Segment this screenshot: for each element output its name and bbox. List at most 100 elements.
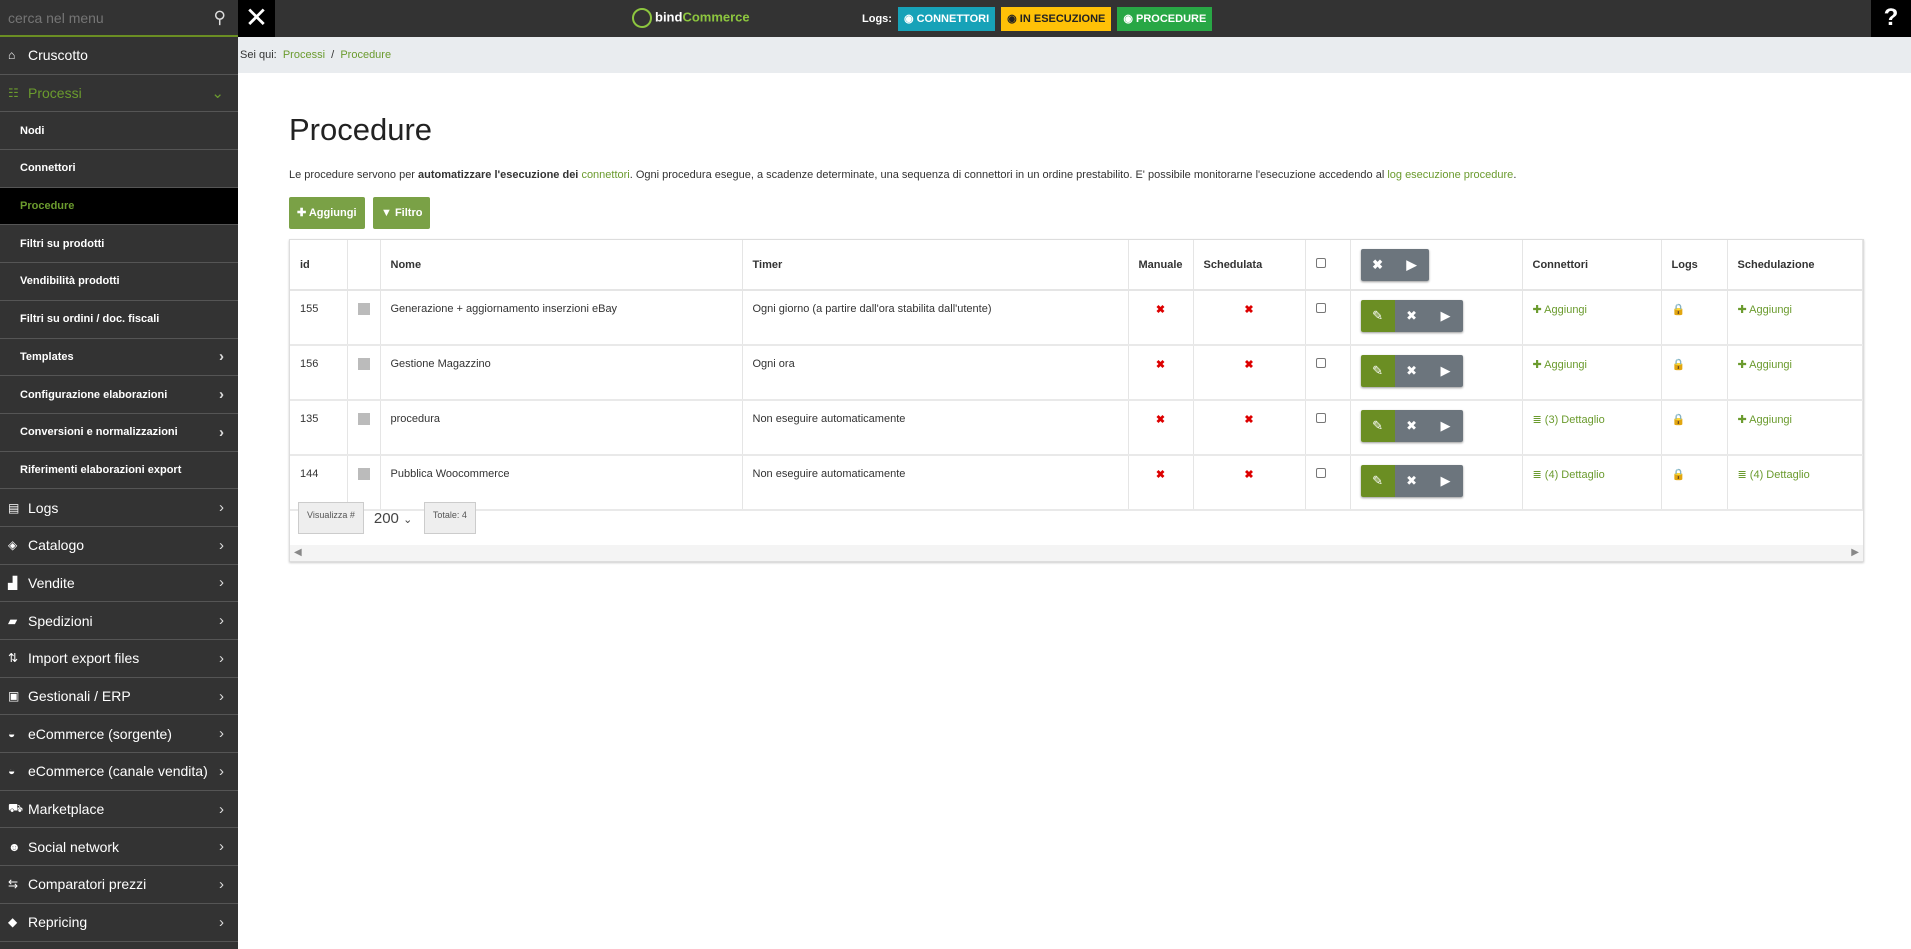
table-cell: Generazione + aggiornamento inserzioni e… bbox=[380, 290, 743, 346]
sidebar-item-filtri-su-prodotti[interactable]: Filtri su prodotti bbox=[0, 225, 238, 264]
scroll-left-icon[interactable]: ◀ bbox=[294, 547, 302, 558]
schedulazione-link[interactable]: ✚ Aggiungi bbox=[1737, 359, 1792, 371]
edit-icon[interactable]: ✎ bbox=[1360, 355, 1395, 387]
play-icon[interactable]: ▶ bbox=[1428, 465, 1463, 497]
chevron-right-icon: › bbox=[219, 838, 224, 856]
schedulazione-link[interactable]: ✚ Aggiungi bbox=[1737, 304, 1792, 316]
delete-icon[interactable]: ✖ bbox=[1394, 410, 1429, 442]
sidebar-item-label: eCommerce (canale vendita) bbox=[28, 763, 208, 780]
row-timer: Non eseguire automaticamente bbox=[752, 468, 906, 480]
close-menu-button[interactable]: ✕ bbox=[238, 0, 275, 37]
sidebar: ⌂ Cruscotto ☷ Processi ⌄ Nodi Connettori Proced… bbox=[0, 37, 238, 949]
sidebar-item-logs[interactable]: ▤ Logs › bbox=[0, 489, 238, 527]
sidebar-item-templates[interactable]: Templates › bbox=[0, 339, 238, 377]
logo[interactable]: bindCommerce bbox=[632, 8, 750, 28]
log-button-in-esecuzione[interactable]: ◉ IN ESECUZIONE bbox=[1001, 7, 1112, 31]
row-checkbox[interactable] bbox=[1315, 303, 1326, 313]
add-button[interactable]: ✚ Aggiungi bbox=[289, 197, 365, 229]
row-checkbox[interactable] bbox=[1315, 468, 1326, 478]
sidebar-item-ecommerce-sorgente-[interactable]: ◒ eCommerce (sorgente) › bbox=[0, 715, 238, 754]
row-timer: Ogni giorno (a partire dall'ora stabilit… bbox=[752, 303, 992, 315]
select-all-checkbox[interactable] bbox=[1315, 258, 1326, 268]
row-checkbox[interactable] bbox=[1315, 413, 1326, 423]
lock-icon[interactable]: 🔒 bbox=[1671, 304, 1686, 316]
sidebar-item-gestionali-erp[interactable]: ▣ Gestionali / ERP › bbox=[0, 678, 238, 716]
table-cell bbox=[1305, 345, 1351, 401]
cube-icon: ◈ bbox=[8, 538, 18, 553]
sidebar-item-import-export-files[interactable]: ⇅ Import export files › bbox=[0, 640, 238, 678]
delete-icon[interactable]: ✖ bbox=[1394, 465, 1429, 497]
play-icon[interactable]: ▶ bbox=[1428, 355, 1463, 387]
lock-icon[interactable]: 🔒 bbox=[1671, 359, 1686, 371]
sidebar-item-configurazione-elaborazioni[interactable]: Configurazione elaborazioni › bbox=[0, 376, 238, 414]
filter-button[interactable]: ▼ Filtro bbox=[373, 197, 431, 229]
sidebar-item-cruscotto[interactable]: ⌂ Cruscotto bbox=[0, 37, 238, 75]
column-header: Manuale bbox=[1128, 240, 1194, 291]
home-icon: ⌂ bbox=[8, 48, 16, 63]
connettori-link[interactable]: ≣ (3) Dettaglio bbox=[1532, 414, 1605, 426]
play-icon[interactable]: ▶ bbox=[1428, 410, 1463, 442]
menu-search-input[interactable] bbox=[0, 0, 200, 35]
chevron-right-icon: › bbox=[219, 499, 224, 517]
connettori-link[interactable]: ✚ Aggiungi bbox=[1532, 304, 1587, 316]
connettori-link[interactable]: ≣ (4) Dettaglio bbox=[1532, 469, 1605, 481]
schedulazione-link[interactable]: ✚ Aggiungi bbox=[1737, 414, 1792, 426]
logo-text: bind bbox=[655, 9, 683, 25]
chevron-right-icon: › bbox=[219, 574, 224, 592]
sidebar-item-connettori[interactable]: Connettori bbox=[0, 150, 238, 188]
lock-icon[interactable]: 🔒 bbox=[1671, 414, 1686, 426]
column-header: Schedulazione bbox=[1727, 240, 1864, 291]
sidebar-item-repricing[interactable]: ◆ Repricing › bbox=[0, 904, 238, 942]
table-cell: 144 bbox=[290, 455, 348, 511]
row-timer: Non eseguire automaticamente bbox=[752, 413, 906, 425]
log-button-connettori[interactable]: ◉ CONNETTORI bbox=[897, 7, 996, 31]
sidebar-item-catalogo[interactable]: ◈ Catalogo › bbox=[0, 527, 238, 565]
table-cell bbox=[1305, 290, 1351, 346]
play-icon[interactable]: ▶ bbox=[1394, 248, 1429, 281]
sidebar-item-spedizioni[interactable]: ▰ Spedizioni › bbox=[0, 602, 238, 640]
sidebar-item-label: Configurazione elaborazioni bbox=[20, 388, 168, 401]
play-icon[interactable]: ▶ bbox=[1428, 300, 1463, 332]
page-size-select[interactable]: 200 ⌄ bbox=[364, 502, 424, 534]
connettori-link[interactable]: connettori bbox=[581, 169, 630, 181]
sidebar-item-conversioni-e-normalizzazioni[interactable]: Conversioni e normalizzazioni › bbox=[0, 414, 238, 452]
table-cell: ✎ ✖ ▶ bbox=[1350, 400, 1523, 456]
search-icon[interactable]: ⚲ bbox=[213, 8, 226, 27]
sidebar-item-nodi[interactable]: Nodi bbox=[0, 112, 238, 151]
sidebar-item-vendite[interactable]: ▟ Vendite › bbox=[0, 565, 238, 603]
schedulazione-link[interactable]: ≣ (4) Dettaglio bbox=[1737, 469, 1810, 481]
sidebar-item-filtri-su-ordini-doc-fiscali[interactable]: Filtri su ordini / doc. fiscali bbox=[0, 301, 238, 339]
sidebar-item-ecommerce-canale-vendita-[interactable]: ◒ eCommerce (canale vendita) › bbox=[0, 753, 238, 791]
sidebar-item-riferimenti-elaborazioni-export[interactable]: Riferimenti elaborazioni export bbox=[0, 452, 238, 490]
lock-icon[interactable]: 🔒 bbox=[1671, 469, 1686, 481]
help-icon[interactable]: ? bbox=[1871, 0, 1911, 37]
row-name: Gestione Magazzino bbox=[390, 358, 491, 370]
table-row: 155 Generazione + aggiornamento inserzion… bbox=[290, 290, 1864, 346]
connettori-link[interactable]: ✚ Aggiungi bbox=[1532, 359, 1587, 371]
sidebar-item-processi[interactable]: ☷ Processi ⌄ bbox=[0, 75, 238, 113]
sidebar-item-procedure[interactable]: Procedure bbox=[0, 187, 238, 226]
breadcrumb-procedure[interactable]: Procedure bbox=[340, 49, 392, 61]
table-cell: ✖ bbox=[1128, 455, 1194, 511]
row-name: Generazione + aggiornamento inserzioni e… bbox=[390, 303, 618, 315]
scroll-right-icon[interactable]: ▶ bbox=[1851, 547, 1859, 558]
breadcrumb-processi[interactable]: Processi bbox=[282, 49, 326, 61]
edit-icon[interactable]: ✎ bbox=[1360, 465, 1395, 497]
log-button-procedure[interactable]: ◉ PROCEDURE bbox=[1117, 7, 1213, 31]
edit-icon[interactable]: ✎ bbox=[1360, 300, 1395, 332]
chevron-right-icon: › bbox=[219, 386, 224, 404]
log-procedure-link[interactable]: log esecuzione procedure bbox=[1387, 169, 1514, 181]
delete-icon[interactable]: ✖ bbox=[1394, 300, 1429, 332]
status-indicator bbox=[357, 468, 370, 480]
edit-icon[interactable]: ✎ bbox=[1360, 410, 1395, 442]
delete-icon[interactable]: ✖ bbox=[1394, 355, 1429, 387]
sidebar-item-social-network[interactable]: ☻ Social network › bbox=[0, 828, 238, 867]
row-checkbox[interactable] bbox=[1315, 358, 1326, 368]
sidebar-item-label: Repricing bbox=[28, 914, 88, 931]
sidebar-item-label: eCommerce (sorgente) bbox=[28, 725, 172, 742]
delete-icon[interactable]: ✖ bbox=[1360, 248, 1395, 281]
horizontal-scrollbar[interactable]: ◀ ▶ bbox=[290, 545, 1863, 561]
sidebar-item-comparatori-prezzi[interactable]: ⇆ Comparatori prezzi › bbox=[0, 866, 238, 904]
sidebar-item-marketplace[interactable]: ⛟ Marketplace › bbox=[0, 791, 238, 829]
sidebar-item-vendibilit-prodotti[interactable]: Vendibilità prodotti bbox=[0, 263, 238, 301]
